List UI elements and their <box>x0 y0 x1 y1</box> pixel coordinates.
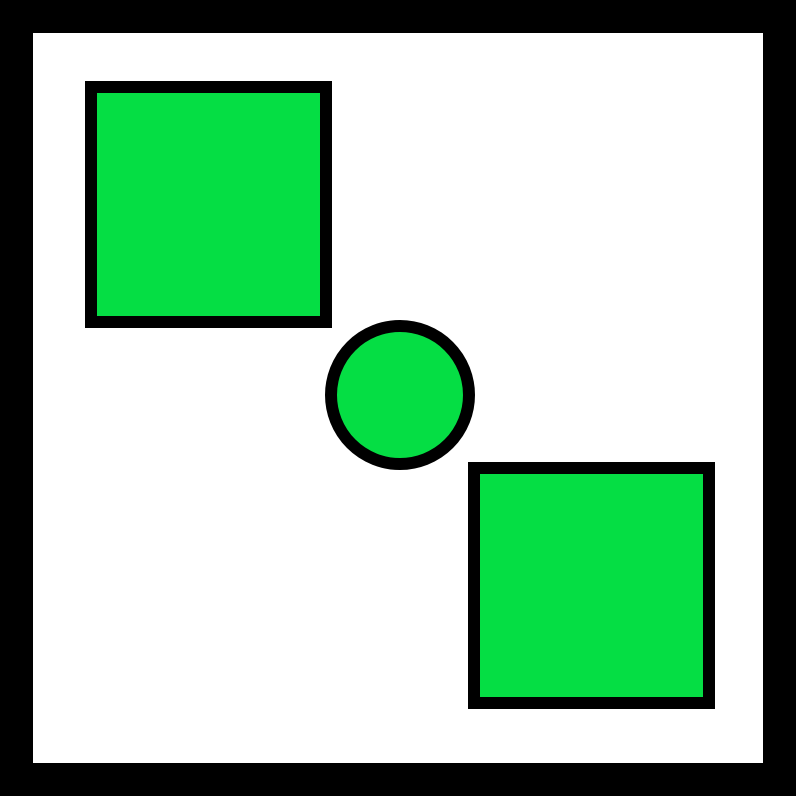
center-circle <box>325 320 475 470</box>
top-left-square <box>85 81 332 328</box>
bottom-right-square <box>468 462 715 709</box>
